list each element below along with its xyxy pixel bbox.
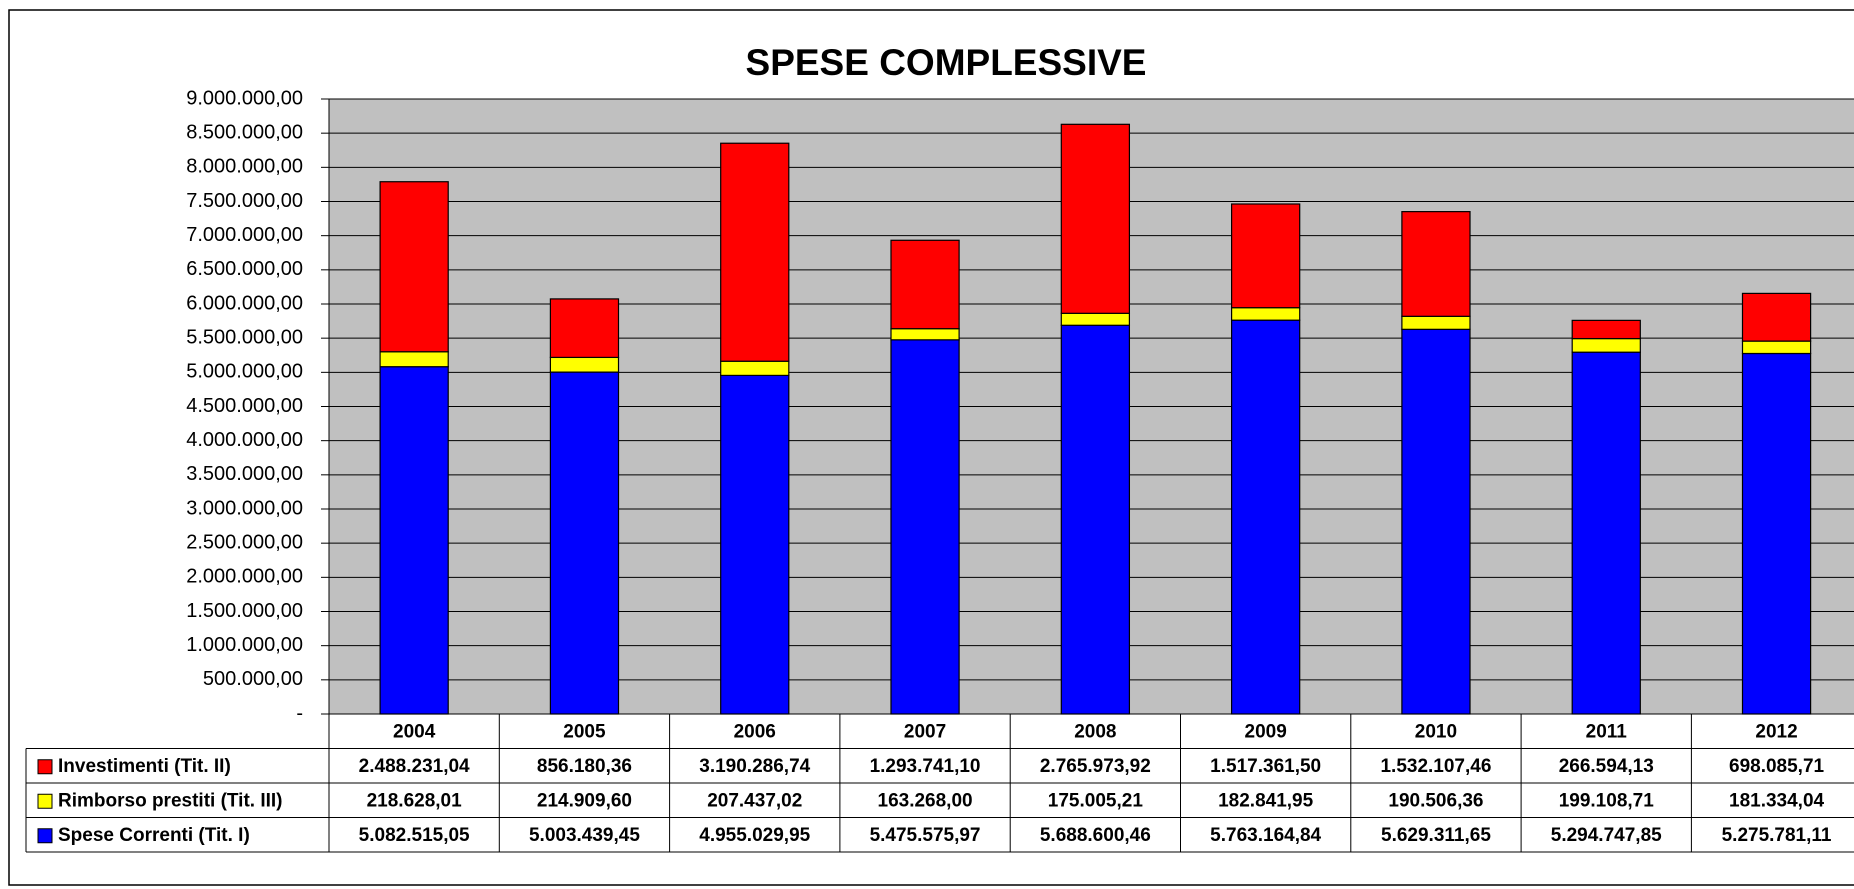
y-tick-label: 3.000.000,00: [186, 497, 303, 519]
data-label: 856.180,36: [537, 756, 632, 777]
legend-label: Spese Correnti (Tit. I): [58, 825, 250, 846]
y-tick-label: 7.500.000,00: [186, 190, 303, 212]
bar-segment: [720, 142, 790, 362]
bar-segment: [1401, 211, 1471, 317]
bar-segment: [1230, 319, 1301, 715]
x-tick-label: 2004: [393, 721, 436, 742]
bar-segment: [1060, 123, 1131, 314]
data-label: 4.955.029,95: [699, 825, 810, 846]
x-tick-label: 2009: [1245, 721, 1287, 742]
bar-segment: [1060, 324, 1131, 715]
bar-segment: [1401, 328, 1471, 715]
y-tick-label: 4.500.000,00: [186, 395, 303, 417]
y-tick-label: 8.000.000,00: [186, 156, 303, 178]
data-label: 266.594,13: [1559, 756, 1654, 777]
bar-segment: [720, 360, 790, 377]
y-tick-label: 5.000.000,00: [186, 361, 303, 383]
x-tick-label: 2005: [563, 721, 606, 742]
y-tick-label: 8.500.000,00: [186, 121, 303, 143]
data-label: 5.003.439,45: [529, 825, 640, 846]
x-tick-label: 2008: [1074, 721, 1116, 742]
data-label: 218.628,01: [367, 790, 463, 811]
y-tick-label: 9.000.000,00: [186, 87, 303, 109]
data-label: 5.763.164,84: [1210, 825, 1321, 846]
x-tick-label: 2007: [904, 721, 946, 742]
bar-segment: [1230, 203, 1301, 309]
data-label: 190.506,36: [1388, 790, 1483, 811]
data-label: 5.275.781,11: [1722, 825, 1832, 846]
data-label: 181.334,04: [1729, 790, 1825, 811]
data-label: 5.082.515,05: [359, 825, 470, 846]
data-label: 3.190.286,74: [699, 756, 810, 777]
x-tick-label: 2006: [734, 721, 776, 742]
bar-segment: [549, 356, 620, 373]
legend-swatch: [37, 759, 53, 775]
x-tick-label: 2011: [1586, 721, 1628, 742]
data-label: 182.841,95: [1218, 790, 1314, 811]
bar-segment: [890, 328, 960, 341]
legend-label: Investimenti (Tit. II): [58, 756, 231, 777]
bar-segment: [1230, 307, 1301, 321]
data-label: 1.293.741,10: [870, 756, 981, 777]
data-label: 1.532.107,46: [1380, 756, 1491, 777]
bar-segment: [379, 181, 449, 353]
bar-segment: [1741, 292, 1812, 342]
data-label: 5.475.575,97: [870, 825, 981, 846]
y-tick-label: 6.500.000,00: [186, 258, 303, 280]
data-label: 199.108,71: [1559, 790, 1655, 811]
y-tick-label: 2.000.000,00: [186, 566, 303, 588]
bar-segment: [1741, 352, 1812, 715]
y-tick-label: 3.500.000,00: [186, 463, 303, 485]
y-tick-label: 5.500.000,00: [186, 326, 303, 348]
x-tick-label: 2010: [1415, 721, 1457, 742]
bar-segment: [1571, 319, 1641, 340]
y-tick-label: 2.500.000,00: [186, 531, 303, 553]
bar-segment: [1060, 312, 1131, 326]
bar-segment: [1401, 315, 1471, 330]
bar-segment: [890, 339, 960, 715]
bar-segment: [1571, 351, 1641, 715]
data-label: 1.517.361,50: [1210, 756, 1321, 777]
data-label: 698.085,71: [1729, 756, 1825, 777]
data-label: 2.765.973,92: [1040, 756, 1151, 777]
bar-segment: [549, 371, 620, 715]
data-label: 5.688.600,46: [1040, 825, 1151, 846]
y-tick-label: 1.500.000,00: [186, 600, 303, 622]
chart-title: SPESE COMPLESSIVE: [746, 42, 1147, 83]
data-label: 214.909,60: [537, 790, 632, 811]
y-tick-label: 1.000.000,00: [186, 634, 303, 656]
legend-swatch: [37, 793, 53, 809]
bar-segment: [1741, 340, 1812, 355]
y-tick-label: -: [296, 702, 303, 724]
bar-segment: [1571, 337, 1641, 353]
bar-segment: [720, 374, 790, 715]
legend-swatch: [37, 828, 53, 844]
x-tick-label: 2012: [1755, 721, 1797, 742]
y-tick-label: 500.000,00: [203, 668, 303, 690]
legend-label: Rimborso prestiti (Tit. III): [58, 790, 283, 811]
data-label: 5.629.311,65: [1381, 825, 1491, 846]
y-tick-label: 7.000.000,00: [186, 224, 303, 246]
bar-segment: [379, 351, 449, 368]
bar-segment: [890, 239, 960, 330]
y-tick-label: 4.000.000,00: [186, 429, 303, 451]
data-label: 2.488.231,04: [359, 756, 470, 777]
y-tick-label: 6.000.000,00: [186, 292, 303, 314]
bar-segment: [379, 366, 449, 715]
data-label: 175.005,21: [1048, 790, 1144, 811]
data-label: 207.437,02: [707, 790, 802, 811]
data-label: 5.294.747,85: [1551, 825, 1662, 846]
data-label: 163.268,00: [878, 790, 973, 811]
bar-segment: [549, 298, 620, 359]
